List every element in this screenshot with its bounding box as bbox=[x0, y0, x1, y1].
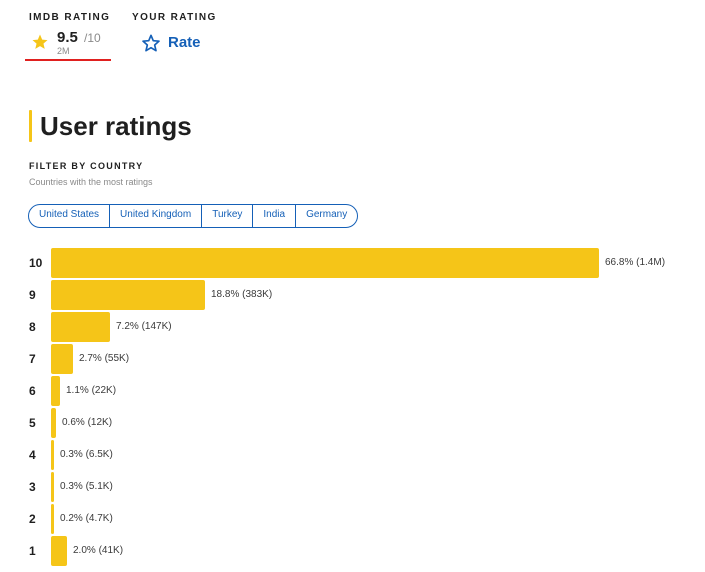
selected-underline bbox=[25, 59, 111, 61]
histogram-bar bbox=[51, 248, 599, 278]
country-chip-germany[interactable]: Germany bbox=[306, 209, 348, 220]
country-filter-group: United States United Kingdom Turkey Indi… bbox=[28, 204, 359, 228]
star-outline-icon bbox=[141, 33, 161, 53]
rating-value-label: 4 bbox=[29, 448, 36, 462]
imdb-rating-button[interactable]: 9.5 /10 2M bbox=[25, 28, 111, 62]
rating-value-label: 8 bbox=[29, 320, 36, 334]
histogram-bar bbox=[51, 280, 205, 310]
section-title: User ratings bbox=[40, 111, 192, 141]
histogram-bar bbox=[51, 504, 54, 534]
rate-label: Rate bbox=[168, 34, 201, 51]
rating-value-label: 9 bbox=[29, 288, 36, 302]
histogram-bar-label: 1.1% (22K) bbox=[66, 385, 117, 396]
country-chip-india[interactable]: India bbox=[253, 205, 297, 227]
imdb-score: 9.5 bbox=[57, 29, 78, 46]
histogram-bar-label: 18.8% (383K) bbox=[211, 289, 273, 300]
imdb-score-max: /10 bbox=[84, 31, 101, 45]
imdb-vote-count: 2M bbox=[57, 46, 70, 56]
histogram-bar-label: 66.8% (1.4M) bbox=[605, 257, 666, 268]
histogram-bar-label: 0.3% (6.5K) bbox=[60, 449, 113, 460]
rating-value-label: 2 bbox=[29, 512, 36, 526]
star-filled-icon bbox=[31, 33, 49, 51]
country-chip-united-kingdom[interactable]: United Kingdom bbox=[110, 205, 203, 227]
histogram-bar bbox=[51, 344, 73, 374]
country-chip-turkey[interactable]: Turkey bbox=[202, 205, 254, 227]
histogram-bar bbox=[51, 536, 67, 566]
rating-value-label: 1 bbox=[29, 544, 36, 558]
histogram-bar-label: 0.2% (4.7K) bbox=[60, 513, 113, 524]
rating-value-label: 3 bbox=[29, 480, 36, 494]
country-chip-united-states[interactable]: United States bbox=[29, 205, 111, 227]
filter-subtitle: Countries with the most ratings bbox=[29, 177, 153, 187]
histogram-bar bbox=[51, 408, 56, 438]
histogram-bar-label: 2.0% (41K) bbox=[73, 545, 124, 556]
histogram-bar-label: 7.2% (147K) bbox=[116, 321, 172, 332]
histogram-bar bbox=[51, 472, 54, 502]
your-rating-label: YOUR RATING bbox=[132, 12, 217, 23]
histogram-bar-label: 0.3% (5.1K) bbox=[60, 481, 113, 492]
imdb-rating-label: IMDb RATING bbox=[29, 12, 111, 23]
histogram-bar bbox=[51, 440, 54, 470]
rating-value-label: 6 bbox=[29, 384, 36, 398]
section-accent-bar bbox=[29, 110, 32, 142]
rating-value-label: 7 bbox=[29, 352, 36, 366]
histogram-bar-label: 2.7% (55K) bbox=[79, 353, 130, 364]
histogram-bar bbox=[51, 376, 60, 406]
rating-value-label: 5 bbox=[29, 416, 36, 430]
histogram-bar-label: 0.6% (12K) bbox=[62, 417, 113, 428]
rating-value-label: 10 bbox=[29, 256, 43, 270]
histogram-bar bbox=[51, 312, 110, 342]
filter-title: FILTER BY COUNTRY bbox=[29, 161, 144, 171]
